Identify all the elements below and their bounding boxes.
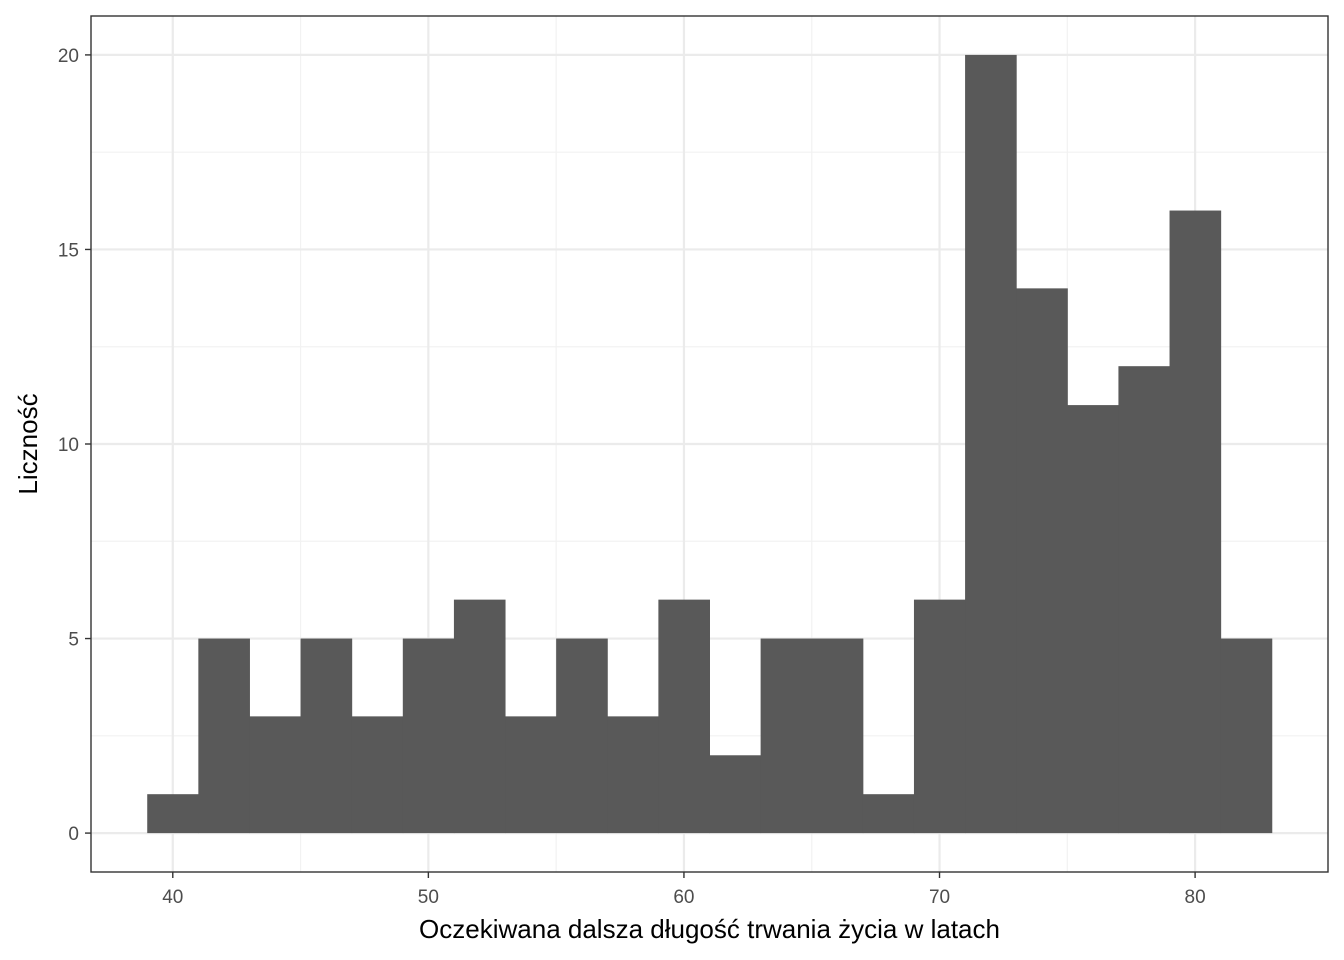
histogram-bar (505, 716, 557, 834)
histogram-bar (147, 794, 199, 834)
histogram-bar (198, 638, 250, 834)
y-tick-label: 15 (58, 240, 79, 261)
x-axis-title: Oczekiwana dalsza długość trwania życia … (419, 914, 1000, 944)
y-axis: 0 5 10 15 20 (58, 46, 91, 845)
histogram-bar (1016, 288, 1068, 834)
y-tick-label: 20 (58, 46, 79, 67)
histogram-bar (607, 716, 659, 834)
x-tick-label: 80 (1185, 887, 1206, 908)
histogram-bar (453, 599, 506, 834)
histogram-bar (760, 638, 813, 834)
histogram-bar (658, 599, 710, 834)
histogram-bar (300, 638, 353, 834)
x-tick-label: 50 (418, 887, 439, 908)
histogram-bar (351, 716, 404, 834)
histogram-bar (556, 638, 608, 834)
histogram-bar (1169, 210, 1222, 834)
x-tick-label: 70 (929, 887, 950, 908)
y-tick-label: 5 (68, 630, 79, 651)
x-axis: 40 50 60 70 80 (162, 872, 1206, 908)
histogram-bar (1118, 366, 1171, 834)
x-tick-label: 60 (673, 887, 694, 908)
histogram-bar (249, 716, 302, 834)
histogram-bar (709, 755, 762, 834)
histogram-bar (402, 638, 455, 834)
y-tick-label: 0 (68, 824, 79, 845)
histogram-bars (147, 54, 1273, 834)
y-axis-title: Liczność (13, 393, 43, 494)
histogram-bar (965, 54, 1017, 834)
y-tick-label: 10 (58, 435, 79, 456)
histogram-bar (1220, 638, 1273, 834)
x-tick-label: 40 (162, 887, 183, 908)
histogram-bar (913, 599, 966, 834)
histogram-bar (862, 794, 915, 834)
histogram-bar (1067, 405, 1119, 834)
histogram-bar (811, 638, 864, 834)
